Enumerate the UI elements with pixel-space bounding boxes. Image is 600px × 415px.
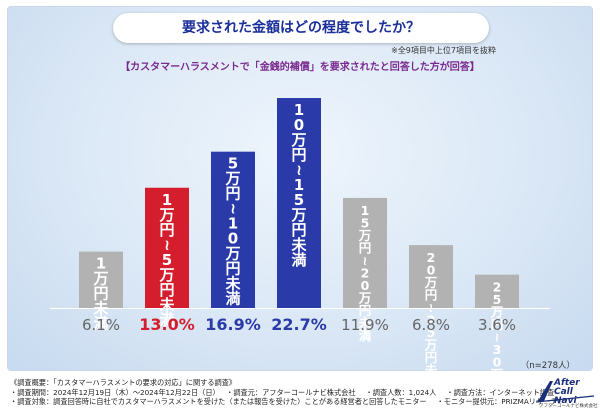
- chart-title: 要求された金額はどの程度でしたか？: [113, 13, 489, 43]
- survey-method: ・調査方法：インターネット調査: [446, 387, 555, 397]
- bar-value-label-3: 16.9%: [205, 315, 261, 334]
- logo-text-line2: Call Navi: [554, 387, 577, 406]
- survey-title: 《調査概要：「カスタマーハラスメントの要求の対応」に関する調査》: [10, 378, 237, 387]
- survey-source: ・調査元：アフターコールナビ株式会社: [226, 387, 356, 397]
- chart-subtitle: 【カスタマーハラスメントで「金銭的補償」を要求されたと回答した方が回答】: [120, 62, 480, 73]
- survey-footer: 《調査概要：「カスタマーハラスメントの要求の対応」に関する調査》 ・調査期間：2…: [10, 378, 558, 407]
- survey-details-row1: ・調査期間：2024年12月19日（木）～2024年12月22日（日） ・調査元：…: [10, 387, 554, 398]
- survey-period: ・調査期間：2024年12月19日（木）～2024年12月22日（日）: [10, 387, 217, 397]
- bar-7: [475, 274, 519, 308]
- survey-count: ・調査人数：1,024人: [365, 387, 437, 397]
- bar-category-label-1: 1 万円未満: [92, 255, 109, 333]
- bar-value-label-7: 3.6%: [478, 316, 516, 334]
- bar-category-label-6: 2 0 万円≀ 2 5 万円未満: [424, 250, 438, 390]
- bar-value-label-1: 6.1%: [82, 316, 120, 334]
- bar-1: [79, 251, 123, 308]
- bar-5: [343, 197, 387, 308]
- logo-mark-icon: [535, 381, 595, 403]
- bar-category-label-5: 1 5 万円≀ 2 0 万円未満: [358, 203, 372, 343]
- after-call-navi-logo: After Call Navi アフターコールナビ株式会社: [534, 377, 598, 411]
- survey-target: ・調査対象：調査回答時に自社でカスタマーハラスメントを受けた（または報告を受けた…: [10, 397, 427, 407]
- sample-size-note: （n=278人）: [520, 361, 575, 371]
- bar-category-label-4: 1 0 万円≀ 1 5 万円未満: [290, 101, 307, 269]
- logo-company-name: アフターコールナビ株式会社: [539, 404, 598, 409]
- logo-text: After Call Navi: [554, 379, 596, 406]
- bar-3: [211, 151, 255, 308]
- chart-note: ※全9項目中上位7項目を抜粋: [391, 46, 496, 55]
- bar-category-label-2: 1 万円≀ 5 万円未満: [158, 191, 175, 329]
- logo-text-line1: After: [554, 378, 580, 388]
- bar-4: [277, 98, 321, 309]
- bar-2: [145, 187, 189, 308]
- survey-details-row2: ・調査対象：調査回答時に自社でカスタマーハラスメントを受けた（または報告を受けた…: [10, 397, 558, 407]
- bar-6: [409, 245, 453, 308]
- bar-value-label-4: 22.7%: [271, 315, 327, 334]
- bar-value-label-5: 11.9%: [341, 316, 389, 334]
- bar-value-label-2: 13.0%: [139, 315, 195, 334]
- bar-value-label-6: 6.8%: [412, 316, 450, 334]
- bar-category-label-7: 2 5 万円≀ 3 0 万円未満: [490, 280, 504, 415]
- survey-provider: ・モニター提供元：PRIZMAリサーチ: [436, 397, 558, 407]
- bar-category-label-3: 5 万円≀ 1 0 万円未満: [224, 155, 241, 308]
